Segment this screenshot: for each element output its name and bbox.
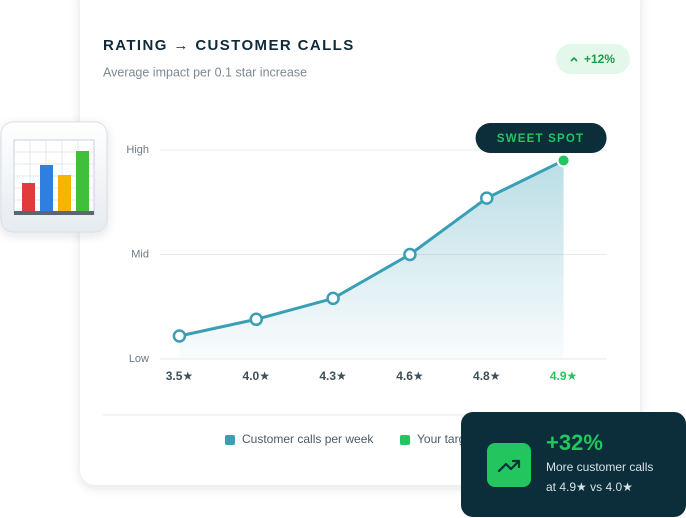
legend-label: Customer calls per week bbox=[242, 432, 374, 446]
x-tick-label: 4.9★ bbox=[550, 369, 577, 383]
app-icon bbox=[0, 121, 108, 233]
legend-swatch bbox=[400, 435, 410, 445]
badge-text: +12% bbox=[584, 52, 615, 66]
callout-headline: +32% bbox=[546, 430, 603, 455]
chart-subtitle: Average impact per 0.1 star increase bbox=[103, 65, 307, 79]
annotation-pill bbox=[475, 123, 607, 153]
y-tick-label: Low bbox=[129, 353, 149, 365]
x-tick-label: 4.0★ bbox=[243, 369, 270, 383]
area bbox=[179, 160, 564, 359]
x-tick-label: 4.3★ bbox=[319, 369, 346, 383]
point bbox=[172, 329, 187, 343]
badge-icon bbox=[570, 56, 578, 62]
x-tick-label: 4.8★ bbox=[473, 369, 500, 383]
y-tick-label: Mid bbox=[131, 248, 149, 260]
callout-bg bbox=[461, 412, 686, 517]
callout-icon bbox=[487, 443, 531, 487]
point bbox=[480, 191, 494, 205]
card bbox=[80, 0, 640, 485]
point bbox=[326, 291, 340, 306]
point bbox=[403, 247, 417, 262]
callout-icon-arrow bbox=[497, 459, 521, 473]
point bbox=[249, 312, 263, 327]
annotation-text: SWEET SPOT bbox=[497, 133, 584, 145]
y-tick-label: High bbox=[126, 144, 149, 156]
x-tick-label: 4.6★ bbox=[396, 369, 423, 383]
chart-title: RATING → CUSTOMER CALLS bbox=[103, 37, 355, 54]
callout-line: More customer calls bbox=[546, 460, 653, 474]
legend-swatch bbox=[225, 435, 235, 445]
point bbox=[556, 153, 571, 168]
x-tick-label: 3.5★ bbox=[166, 369, 193, 383]
callout-line: at 4.9★ vs 4.0★ bbox=[546, 480, 633, 494]
badge bbox=[556, 44, 630, 74]
callout-card: +32% More customer calls at 4.9★ vs 4.0★ bbox=[461, 412, 686, 517]
line bbox=[179, 159, 565, 338]
